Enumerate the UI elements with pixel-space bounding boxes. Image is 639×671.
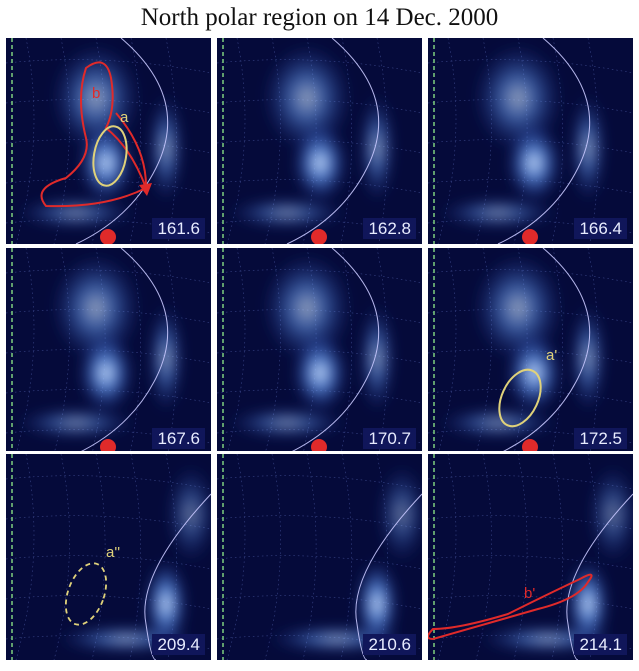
region-b-outline — [40, 61, 148, 208]
aurora-emission — [438, 43, 606, 229]
aurora-image: a' — [428, 248, 633, 454]
planet-limb — [144, 493, 211, 660]
planet-limb — [286, 38, 380, 244]
aurora-emission — [16, 253, 184, 439]
time-label: 210.6 — [363, 634, 416, 655]
aurora-image: ba — [6, 38, 211, 244]
aurora-panel: 210.6 — [217, 454, 422, 660]
planet-limb — [75, 248, 169, 454]
planet-limb — [75, 38, 169, 244]
aurora-image — [428, 38, 633, 244]
red-marker-dot — [522, 229, 538, 244]
aurora-panel: 162.8 — [217, 38, 422, 244]
row-separator — [6, 451, 633, 454]
red-marker-dot — [311, 439, 327, 454]
aurora-panel: b a 161.6 — [6, 38, 211, 244]
motion-arrow — [115, 112, 147, 187]
aurora-emission — [438, 253, 606, 439]
time-label: 209.4 — [152, 634, 205, 655]
annotation-label: b' — [524, 585, 535, 602]
planet-limb — [497, 38, 591, 244]
region-b-prime-outline — [428, 573, 593, 641]
time-label: 172.5 — [574, 428, 627, 449]
aurora-panel: a'' 209.4 — [6, 454, 211, 660]
image-grid: b a 161.6 162.8 166.4 167.6 170.7 a' 172.5 a'' 209… — [6, 38, 633, 668]
aurora-image — [217, 38, 422, 244]
arrow-head-icon — [139, 183, 152, 196]
region-a-prime-outline — [498, 368, 542, 428]
planet-limb — [286, 248, 380, 454]
annotation-label: a — [120, 109, 129, 126]
planet-limb — [355, 493, 422, 660]
time-label: 161.6 — [152, 218, 205, 239]
annotation-label: a'' — [106, 544, 120, 561]
aurora-image — [217, 454, 422, 660]
time-label: 166.4 — [574, 218, 627, 239]
annotation-label: b — [92, 85, 100, 102]
aurora-emission — [227, 253, 395, 439]
time-label: 170.7 — [363, 428, 416, 449]
time-label: 162.8 — [363, 218, 416, 239]
red-marker-dot — [100, 229, 116, 244]
annotation-label: a' — [546, 347, 557, 364]
aurora-panel: 170.7 — [217, 248, 422, 454]
aurora-image — [217, 248, 422, 454]
red-marker-dot — [522, 439, 538, 454]
aurora-image: b' — [428, 454, 633, 660]
planet-limb — [566, 493, 633, 660]
aurora-panel: b' 214.1 — [428, 454, 633, 660]
figure-title: North polar region on 14 Dec. 2000 — [140, 4, 499, 31]
aurora-image — [6, 248, 211, 454]
time-label: 167.6 — [152, 428, 205, 449]
aurora-panel: 166.4 — [428, 38, 633, 244]
region-a-double-prime-outline — [64, 562, 108, 626]
aurora-image: a'' — [6, 454, 211, 660]
aurora-emission — [227, 43, 395, 229]
red-marker-dot — [100, 439, 116, 454]
aurora-emission — [267, 464, 422, 653]
time-label: 214.1 — [574, 634, 627, 655]
region-a-outline — [92, 125, 128, 187]
aurora-panel: 167.6 — [6, 248, 211, 454]
red-marker-dot — [311, 229, 327, 244]
planet-limb — [497, 248, 591, 454]
aurora-panel: a' 172.5 — [428, 248, 633, 454]
